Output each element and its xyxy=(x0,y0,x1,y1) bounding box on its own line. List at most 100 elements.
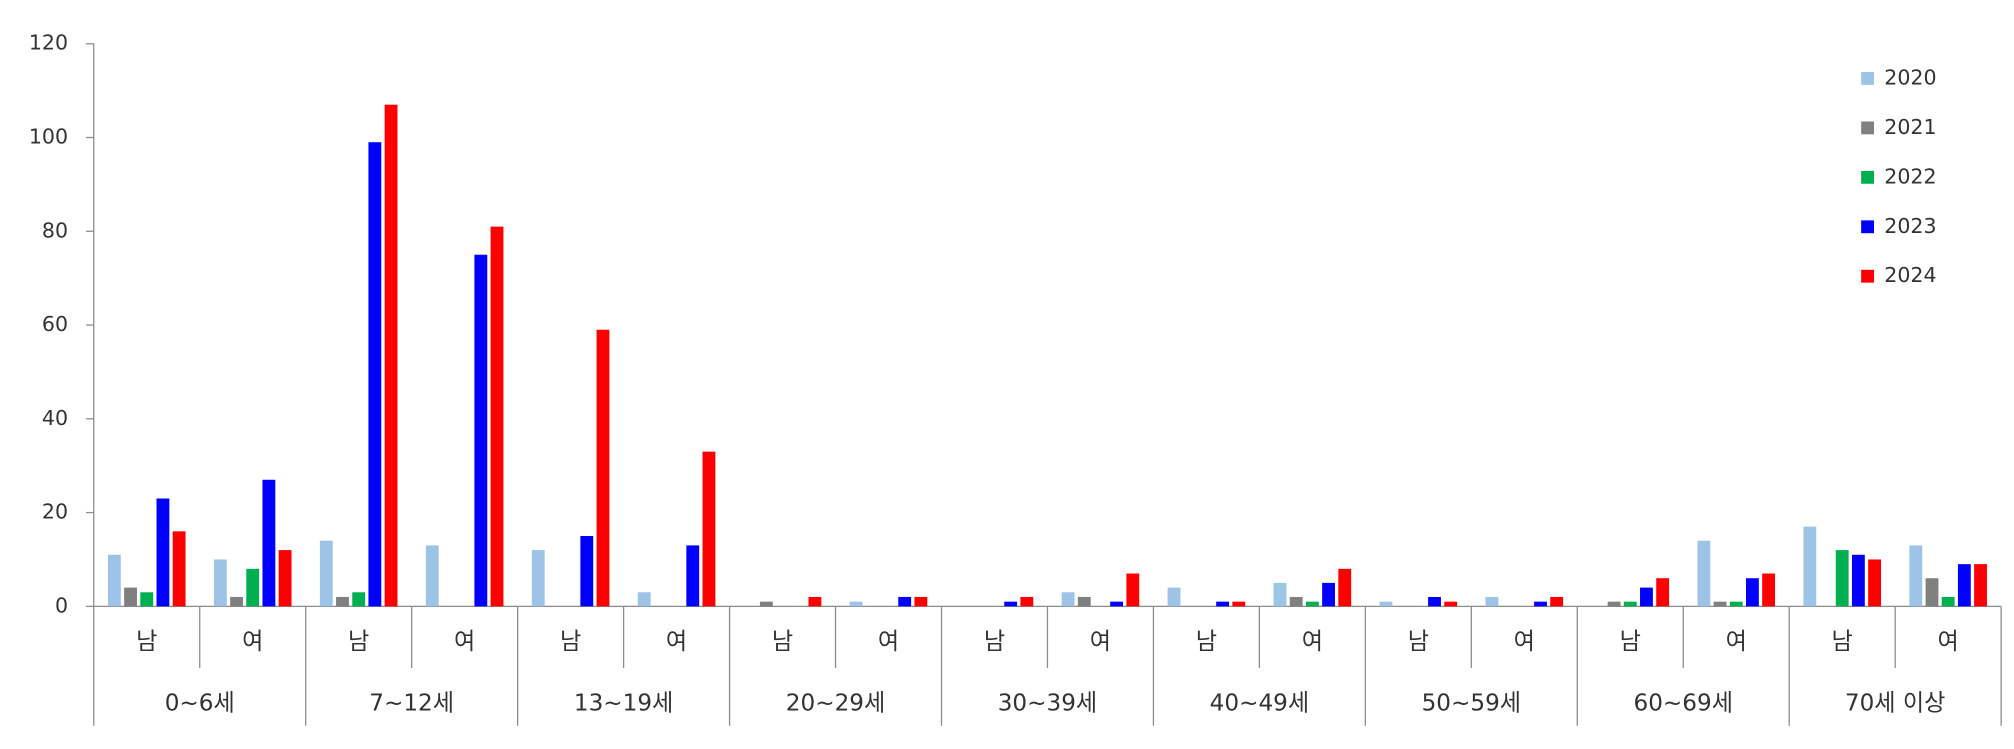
bar xyxy=(1713,601,1727,607)
x-tick-label: 남 xyxy=(560,629,581,655)
bar xyxy=(808,596,822,607)
y-tick-label: 100 xyxy=(29,125,68,149)
bar xyxy=(1020,596,1034,607)
bar xyxy=(368,142,382,607)
y-tick-label: 20 xyxy=(42,500,68,524)
x-tick-label: 남 xyxy=(1832,629,1853,655)
bar xyxy=(425,545,439,607)
bar xyxy=(1322,582,1335,607)
bar xyxy=(1656,578,1670,607)
bar xyxy=(1338,568,1352,607)
bar xyxy=(1379,601,1393,607)
y-tick-label: 120 xyxy=(29,31,68,55)
bar xyxy=(1868,559,1881,607)
legend-label: 2024 xyxy=(1884,263,1936,287)
x-tick-label: 여 xyxy=(454,629,475,655)
legend-swatch xyxy=(1861,170,1874,184)
legend-swatch xyxy=(1861,121,1874,135)
bar xyxy=(336,596,349,607)
bar xyxy=(914,596,928,607)
bar xyxy=(1077,596,1091,607)
legend-swatch xyxy=(1861,72,1874,85)
bar xyxy=(702,451,716,607)
bar xyxy=(1004,601,1018,607)
x-tick-label: 남 xyxy=(136,629,157,655)
y-tick-label: 80 xyxy=(42,218,68,242)
bar xyxy=(172,531,186,607)
bar xyxy=(1746,578,1759,607)
group-label: 20~29세 xyxy=(786,690,885,716)
bar xyxy=(1697,540,1711,607)
x-tick-label: 여 xyxy=(242,629,263,655)
bar xyxy=(1550,596,1564,607)
bar xyxy=(213,559,227,607)
bar xyxy=(352,592,366,607)
bar xyxy=(759,601,773,607)
bar xyxy=(124,587,137,607)
bar xyxy=(1534,601,1547,607)
bar xyxy=(1607,601,1621,607)
bar xyxy=(1167,587,1181,607)
legend-label: 2022 xyxy=(1884,164,1936,188)
bar xyxy=(230,596,243,607)
bar xyxy=(156,498,170,607)
bar xyxy=(1925,578,1939,607)
bar xyxy=(278,550,292,607)
x-tick-label: 여 xyxy=(1514,629,1535,655)
bar xyxy=(580,536,594,607)
legend-swatch xyxy=(1861,269,1874,283)
bar xyxy=(1485,596,1499,607)
y-tick-label: 0 xyxy=(55,593,68,617)
group-label: 40~49세 xyxy=(1210,690,1309,716)
bar xyxy=(1835,550,1849,607)
bar xyxy=(898,596,912,607)
x-tick-label: 남 xyxy=(772,629,793,655)
bar xyxy=(1232,601,1246,607)
bar xyxy=(1305,601,1319,607)
group-label: 70세 이상 xyxy=(1845,690,1946,716)
x-tick-label: 남 xyxy=(1620,629,1641,655)
x-tick-label: 여 xyxy=(878,629,899,655)
bar xyxy=(1444,601,1458,607)
bar xyxy=(1729,601,1743,607)
legend-label: 2021 xyxy=(1884,115,1936,139)
bar xyxy=(1909,545,1923,607)
bar xyxy=(384,104,398,607)
x-tick-label: 여 xyxy=(1090,629,1111,655)
bar xyxy=(1762,573,1776,607)
bar xyxy=(1126,573,1140,607)
group-label: 0~6세 xyxy=(165,690,235,716)
bar xyxy=(490,226,504,607)
bar xyxy=(1273,582,1287,607)
bar xyxy=(637,592,651,607)
x-tick-label: 남 xyxy=(1408,629,1429,655)
legend-label: 2020 xyxy=(1884,65,1936,89)
bar xyxy=(1216,601,1230,607)
group-label: 60~69세 xyxy=(1634,690,1733,716)
bar xyxy=(1428,596,1441,607)
bar xyxy=(1623,601,1637,607)
bar xyxy=(596,329,610,607)
bar xyxy=(849,601,863,607)
group-label: 30~39세 xyxy=(998,690,1097,716)
x-tick-label: 남 xyxy=(348,629,369,655)
x-tick-label: 여 xyxy=(1726,629,1747,655)
group-label: 13~19세 xyxy=(574,690,673,716)
x-tick-label: 남 xyxy=(984,629,1005,655)
bar xyxy=(1851,554,1865,607)
group-label: 7~12세 xyxy=(369,690,454,716)
x-tick-label: 남 xyxy=(1196,629,1217,655)
legend-label: 2023 xyxy=(1884,214,1936,238)
bar xyxy=(140,592,154,607)
bar xyxy=(531,550,545,607)
bar xyxy=(1640,587,1653,607)
bar xyxy=(262,479,276,607)
bar xyxy=(1974,564,1987,607)
group-label: 50~59세 xyxy=(1422,690,1521,716)
bar xyxy=(686,545,700,607)
bar xyxy=(1941,596,1955,607)
legend-swatch xyxy=(1861,220,1874,234)
bar xyxy=(1289,596,1303,607)
